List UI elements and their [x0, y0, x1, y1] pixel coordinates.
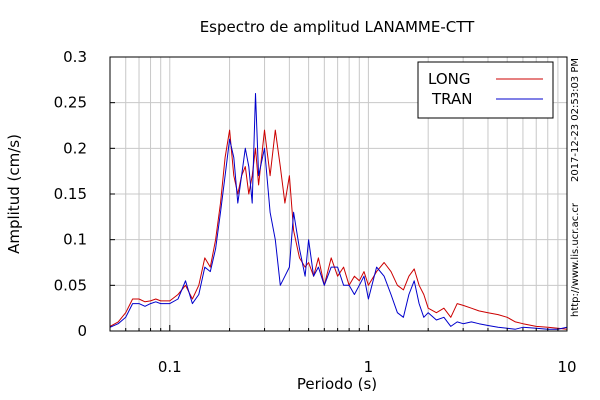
x-axis-label: Periodo (s) — [297, 375, 377, 393]
chart-title: Espectro de amplitud LANAMME-CTT — [200, 18, 475, 36]
y-tick-label: 0.05 — [54, 276, 87, 294]
series-layer — [109, 93, 568, 330]
y-tick-label: 0.3 — [63, 48, 87, 66]
y-tick-label: 0.2 — [63, 139, 87, 157]
series-line-long — [109, 129, 568, 330]
axis-ticks: 0 0.05 0.1 0.15 0.2 0.25 0.3 0.1 1 10 — [54, 48, 577, 376]
legend-label-tran: TRAN — [431, 90, 472, 108]
legend-box — [417, 61, 554, 119]
timestamp-label: 2017-12-23 02:53:03 PM — [570, 58, 581, 182]
y-tick-label: 0.1 — [63, 231, 87, 249]
x-tick-label: 0.1 — [158, 358, 182, 376]
x-tick-label: 1 — [364, 358, 374, 376]
y-tick-label: 0.15 — [54, 185, 87, 203]
y-tick-label: 0 — [77, 322, 87, 340]
series-line-tran — [109, 93, 568, 330]
y-axis-label: Amplitud (cm/s) — [5, 134, 23, 254]
y-tick-label: 0.25 — [54, 94, 87, 112]
x-tick-label: 10 — [557, 358, 576, 376]
legend-label-long: LONG — [428, 70, 470, 88]
legend: LONG TRAN — [417, 61, 554, 119]
source-url-label: http://www.lis.ucr.ac.cr — [570, 202, 581, 317]
